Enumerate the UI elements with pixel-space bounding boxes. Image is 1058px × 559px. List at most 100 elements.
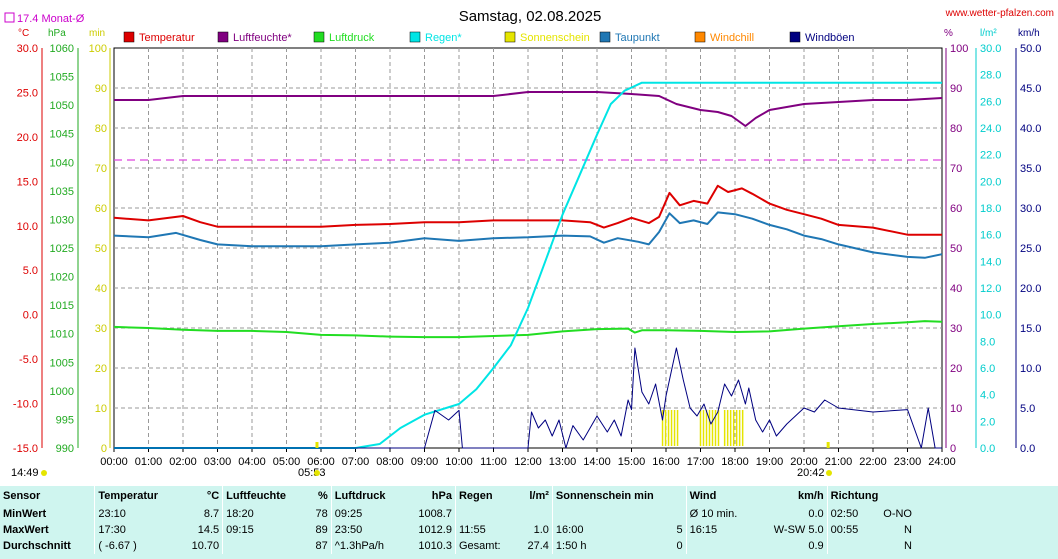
temp-tick-label: 5.0: [23, 265, 38, 277]
row-label: MaxWert: [3, 524, 49, 536]
wind-tick-label: 30.0: [1020, 203, 1041, 215]
direction-time: 00:55: [826, 522, 871, 538]
minutes-tick-label: 20: [95, 363, 107, 375]
legend-swatch: [694, 31, 706, 43]
temp-time: 23:10: [94, 506, 180, 522]
humidity-tick-label: 40: [950, 283, 962, 295]
temp-tick-label: 0.0: [23, 310, 38, 322]
summary-row-min: MinWert 23:10 8.7 18:20 78 09:25 1008.7 …: [0, 506, 915, 522]
humidity-tick-label: 30: [950, 323, 962, 335]
x-tick-label: 16:00: [652, 456, 680, 468]
sunset-icon: [826, 470, 832, 476]
pressure-tick-label: 1055: [50, 72, 74, 84]
legend-label: Luftfeuchte*: [233, 32, 292, 44]
x-tick-label: 01:00: [135, 456, 163, 468]
temp-value: 8.7: [203, 508, 220, 520]
weather-chart: Samstag, 02.08.2025 www.wetter-pfalzen.c…: [4, 8, 1054, 479]
summary-header-row: Sensor Temperatur °C Luftfeuchte % Luftd…: [0, 486, 915, 506]
summary-table: Sensor Temperatur °C Luftfeuchte % Luftd…: [0, 486, 1058, 559]
direction-time: [826, 538, 871, 554]
humidity-time: 18:20: [222, 506, 308, 522]
humidity-time: 09:15: [222, 522, 308, 538]
rain-tick-label: 20.0: [980, 176, 1001, 188]
x-tick-label: 02:00: [169, 456, 197, 468]
humidity-tick-label: 60: [950, 203, 962, 215]
wind-tick-label: 35.0: [1020, 163, 1041, 175]
header-temp: Temperatur: [94, 486, 180, 506]
x-tick-label: 24:00: [928, 456, 956, 468]
minutes-tick-label: 50: [95, 243, 107, 255]
sun-time: [551, 506, 653, 522]
series-line-taupunkt: [113, 211, 943, 259]
rain-tick-label: 4.0: [980, 390, 995, 402]
series-line-luftdruck: [113, 320, 943, 339]
rain-tick-label: 28.0: [980, 70, 1001, 82]
pressure-tick-label: 1015: [50, 300, 74, 312]
legend-label: Sonnenschein: [520, 32, 590, 44]
sun-value: [652, 506, 686, 522]
x-tick-label: 12:00: [514, 456, 542, 468]
x-tick-label: 19:00: [756, 456, 784, 468]
wind-tick-label: 0.0: [1020, 443, 1035, 455]
direction-value: O-NO: [883, 508, 912, 520]
header-rain-unit: l/m²: [529, 490, 549, 502]
summary-row-avg: Durchschnitt ( -6.67 ) 10.70 87 ^1.3hPa/…: [0, 538, 915, 554]
rain-time: 11:55: [454, 522, 517, 538]
rain-tick-label: 6.0: [980, 363, 995, 375]
temp-value: 10.70: [191, 540, 220, 552]
grid: [113, 47, 943, 449]
minutes-tick-label: 60: [95, 203, 107, 215]
minutes-tick-label: 30: [95, 323, 107, 335]
x-tick-label: 22:00: [859, 456, 887, 468]
sun-time: 16:00: [551, 522, 653, 538]
site-link[interactable]: www.wetter-pfalzen.com: [945, 8, 1054, 19]
pressure-value: 1010.3: [418, 540, 452, 552]
temp-value: 14.5: [197, 524, 220, 536]
direction-value: N: [904, 540, 912, 552]
humidity-tick-label: 70: [950, 163, 962, 175]
x-tick-label: 09:00: [411, 456, 439, 468]
x-tick-label: 04:00: [238, 456, 266, 468]
legend-swatch: [217, 31, 229, 43]
sun-time: 1:50 h: [551, 538, 653, 554]
header-direction: Richtung: [826, 486, 915, 506]
legend-swatch: [409, 31, 421, 43]
x-tick-label: 21:00: [825, 456, 853, 468]
rain-tick-label: 24.0: [980, 123, 1001, 135]
rain-value: 1.0: [533, 524, 549, 536]
x-tick-label: 20:00: [790, 456, 818, 468]
pressure-value: 1012.9: [418, 524, 452, 536]
temp-time: ( -6.67 ): [94, 538, 180, 554]
sunrise-icon: [314, 470, 320, 476]
header-wind-unit: km/h: [797, 490, 824, 502]
header-sunshine: Sonnenschein min: [551, 486, 687, 506]
pressure-time: ^1.3hPa/h: [330, 538, 405, 554]
x-tick-label: 18:00: [721, 456, 749, 468]
humidity-value: 78: [315, 508, 328, 520]
rain-tick-label: 10.0: [980, 310, 1001, 322]
x-tick-label: 17:00: [687, 456, 715, 468]
humidity-tick-label: 80: [950, 123, 962, 135]
sunset-time: 20:42: [797, 467, 825, 479]
sunrise-time: 05:53: [298, 467, 326, 479]
sun-value: 5: [676, 524, 683, 536]
x-tick-label: 05:00: [273, 456, 301, 468]
pressure-tick-label: 1045: [50, 129, 74, 141]
header-rain: Regen: [454, 486, 517, 506]
pressure-tick-label: 1010: [50, 329, 74, 341]
rain-tick-label: 2.0: [980, 416, 995, 428]
chart-title: Samstag, 02.08.2025: [459, 8, 602, 25]
sun-value: 0: [676, 540, 683, 552]
humidity-tick-label: 0: [950, 443, 956, 455]
pressure-tick-label: 1035: [50, 186, 74, 198]
row-label: Durchschnitt: [3, 540, 71, 552]
direction-time: 02:50: [826, 506, 871, 522]
pressure-tick-label: 1050: [50, 100, 74, 112]
legend-label: Taupunkt: [615, 32, 660, 44]
temp-tick-label: 15.0: [17, 176, 38, 188]
minutes-tick-label: 100: [89, 43, 107, 55]
wind-time: 16:15: [685, 522, 756, 538]
x-tick-label: 07:00: [342, 456, 370, 468]
x-tick-label: 00:00: [100, 456, 128, 468]
legend-label: Windchill: [710, 32, 754, 44]
